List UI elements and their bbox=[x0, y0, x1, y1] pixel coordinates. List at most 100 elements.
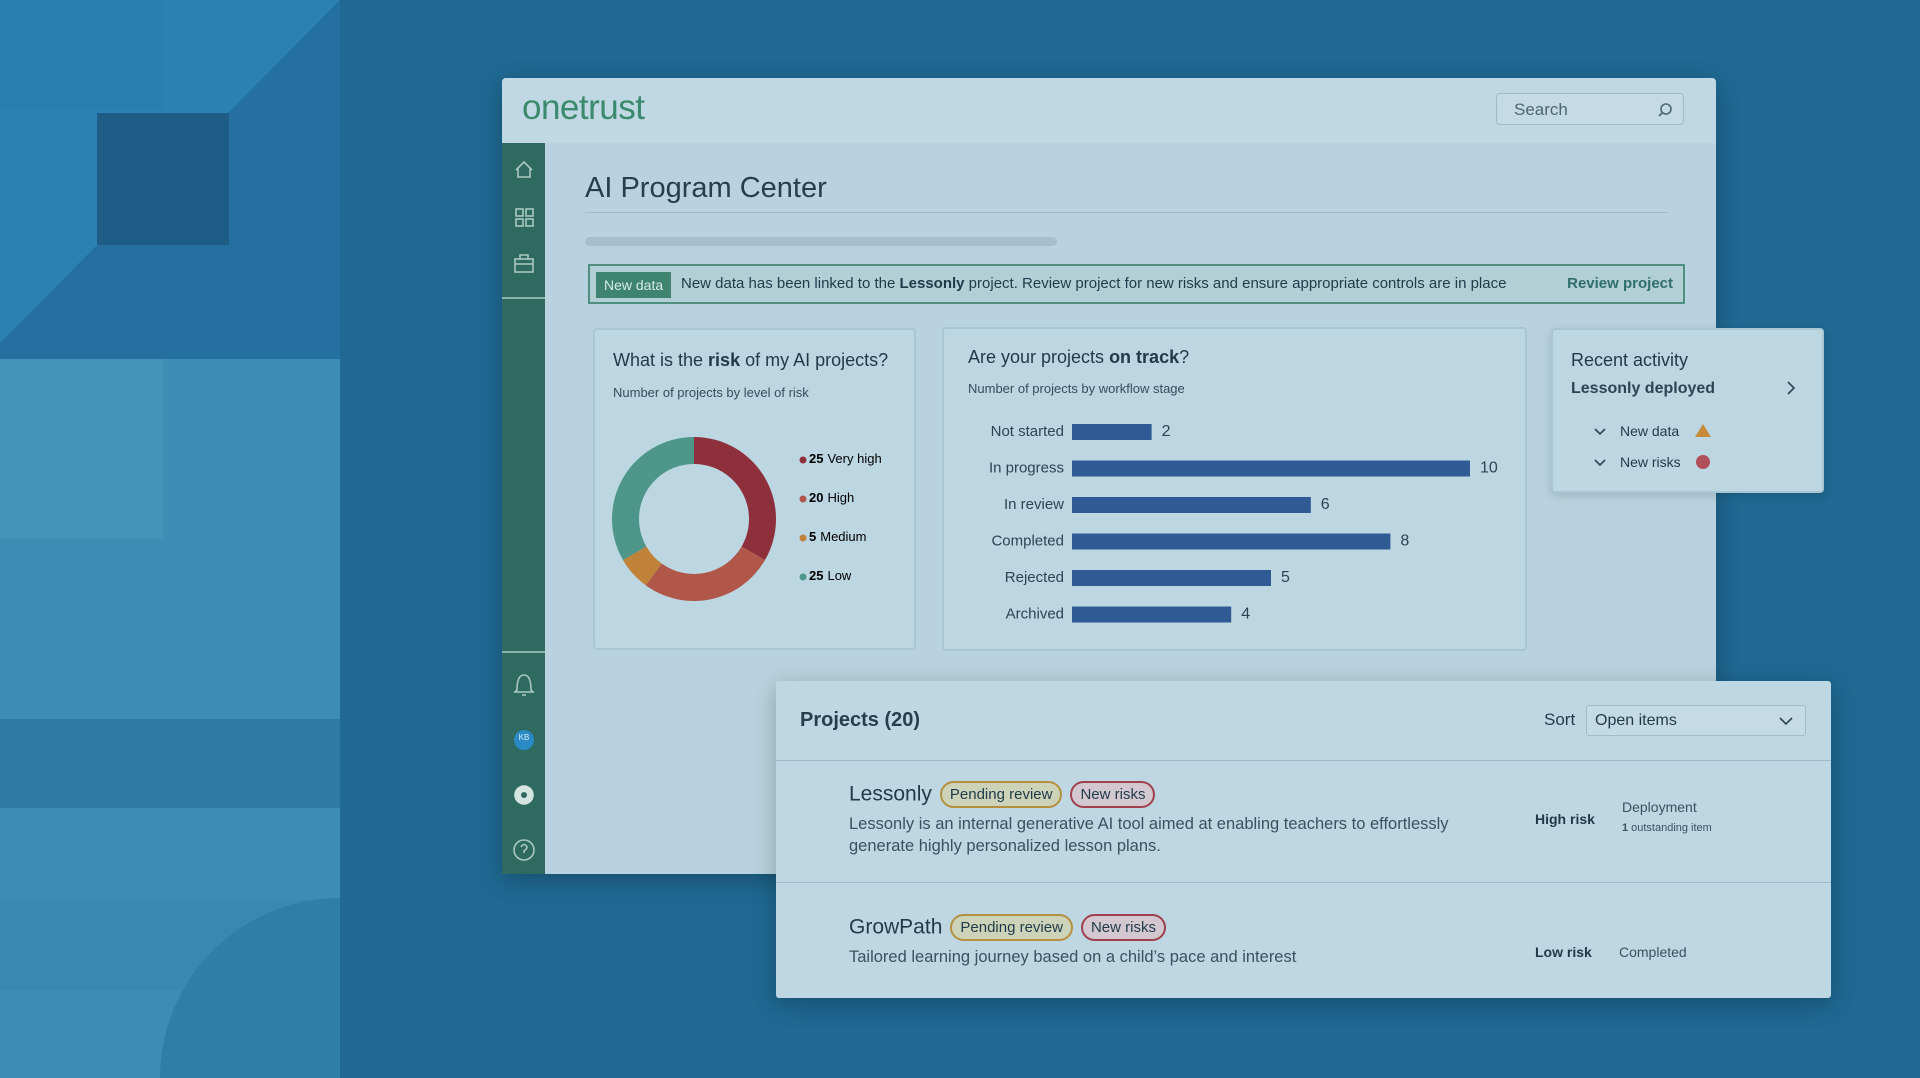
title-divider bbox=[585, 212, 1668, 213]
project-description: Tailored learning journey based on a chi… bbox=[849, 948, 1297, 966]
logo: onetrust bbox=[522, 88, 645, 127]
legend-name: Very high bbox=[827, 451, 881, 466]
card-title: Are your projects on track? bbox=[968, 347, 1189, 368]
background-art bbox=[0, 0, 340, 1078]
banner-tag: New data bbox=[596, 272, 672, 298]
status-tag: Pending review bbox=[950, 914, 1073, 941]
sidebar bbox=[502, 143, 545, 874]
title-text: ? bbox=[1179, 347, 1190, 367]
donut-slice bbox=[645, 546, 766, 601]
legend-dot bbox=[799, 534, 807, 542]
bar bbox=[1072, 533, 1391, 550]
recent-activity-card: Recent activity Lessonly deployed New da… bbox=[1551, 328, 1824, 493]
title-text: Are your projects bbox=[968, 347, 1110, 367]
risk-label: Low risk bbox=[1535, 944, 1592, 960]
alert-icon bbox=[1696, 455, 1710, 469]
bar-value: 6 bbox=[1321, 496, 1330, 513]
risk-card: What is the risk of my AI projects? Numb… bbox=[593, 328, 916, 650]
legend-value: 20 bbox=[809, 490, 823, 505]
bar-label: Completed bbox=[991, 532, 1064, 549]
dropdown-arrow bbox=[1779, 717, 1793, 726]
status-tag: New risks bbox=[1080, 914, 1166, 941]
title-text: of my AI projects? bbox=[740, 350, 889, 370]
banner-text: New data has been linked to the bbox=[681, 275, 900, 292]
search-icon bbox=[1658, 103, 1672, 117]
banner-project: Lessonly bbox=[899, 275, 965, 292]
project-name[interactable]: GrowPath bbox=[849, 915, 943, 939]
status-tag: Pending review bbox=[939, 781, 1063, 808]
bar bbox=[1072, 606, 1232, 623]
title-emphasis: on track bbox=[1109, 347, 1180, 367]
legend-dot bbox=[799, 456, 807, 464]
bar-label: Archived bbox=[1006, 605, 1064, 622]
legend-name: Medium bbox=[820, 529, 866, 544]
projects-title: Projects (20) bbox=[800, 709, 921, 731]
card-subtitle: Number of projects by level of risk bbox=[613, 385, 809, 400]
entry-chevron[interactable] bbox=[1594, 428, 1606, 436]
search-placeholder: Search bbox=[1514, 100, 1568, 119]
bar-chart: Not started 2 In progress 10 In review 6 Compl… bbox=[989, 423, 1498, 623]
outstanding: 1 outstanding item bbox=[1622, 822, 1712, 834]
bar-value: 4 bbox=[1241, 606, 1250, 623]
activity-entry: New data bbox=[1620, 423, 1680, 439]
workflow-card: Are your projects on track? Number of pr… bbox=[942, 327, 1527, 651]
bar-value: 2 bbox=[1162, 423, 1171, 440]
outstanding-text: outstanding item bbox=[1631, 822, 1712, 834]
bar-value: 10 bbox=[1480, 460, 1498, 477]
briefcase-icon[interactable] bbox=[514, 254, 534, 273]
grid-icon[interactable] bbox=[515, 208, 534, 227]
title-text: What is the bbox=[613, 350, 709, 370]
bar-value: 5 bbox=[1281, 569, 1290, 586]
bell-icon[interactable] bbox=[513, 674, 535, 696]
banner-text: project. Review project for new risks an… bbox=[964, 275, 1507, 292]
project-name[interactable]: Lessonly bbox=[849, 782, 932, 806]
bar bbox=[1072, 460, 1470, 477]
bar-label: Rejected bbox=[1005, 569, 1064, 586]
bar-label: In review bbox=[1004, 496, 1064, 513]
entry-chevron[interactable] bbox=[1594, 459, 1606, 467]
activity-icons bbox=[1594, 381, 1796, 469]
project-row: Lessonly Pending review New risks Lessonly … bbox=[776, 761, 1831, 882]
sort-dropdown[interactable]: Open items bbox=[1586, 705, 1806, 736]
search-box[interactable]: Search bbox=[1496, 93, 1684, 125]
card-subtitle: Number of projects by workflow stage bbox=[968, 381, 1185, 396]
project-row: GrowPath Pending review New risks Tailored … bbox=[776, 883, 1831, 1004]
legend-label: 25 Very high bbox=[809, 451, 882, 466]
project-description: Lessonly is an internal generative AI to… bbox=[849, 815, 1449, 855]
risk-label: High risk bbox=[1535, 811, 1595, 827]
expand-chevron[interactable] bbox=[1787, 381, 1796, 395]
review-project-link[interactable]: Review project bbox=[1567, 275, 1673, 292]
status-tag: New risks bbox=[1070, 781, 1156, 808]
legend-value: 25 bbox=[809, 568, 823, 583]
legend-value: 25 bbox=[809, 451, 823, 466]
home-icon[interactable] bbox=[515, 160, 533, 178]
bar-label: Not started bbox=[991, 423, 1064, 440]
legend-value: 5 bbox=[809, 529, 816, 544]
row-header: Lessonly Pending review New risks bbox=[849, 781, 1156, 808]
projects-panel: Projects (20) Sort Open items Lessonly Pe… bbox=[776, 681, 1831, 998]
legend-dot bbox=[799, 573, 807, 581]
donut-chart: 25 Very high 20 High 5 Medium 25 Low bbox=[612, 437, 882, 601]
title-emphasis: risk bbox=[708, 350, 741, 370]
divider bbox=[776, 882, 1831, 883]
legend-name: High bbox=[827, 490, 854, 505]
bar-label: In progress bbox=[989, 459, 1064, 476]
avatar[interactable] bbox=[514, 730, 534, 750]
stage-label: Deployment bbox=[1622, 799, 1697, 815]
activity-entry: New risks bbox=[1620, 454, 1681, 470]
bar-value: 8 bbox=[1400, 533, 1409, 550]
donut-slice bbox=[622, 546, 662, 586]
legend-label: 20 High bbox=[809, 490, 854, 505]
bar bbox=[1072, 497, 1311, 513]
legend-name: Low bbox=[827, 568, 851, 583]
card-title: What is the risk of my AI projects? bbox=[613, 350, 888, 371]
bar bbox=[1072, 424, 1152, 440]
help-icon[interactable] bbox=[513, 839, 535, 861]
legend-label: 25 Low bbox=[809, 568, 852, 583]
legend-label: 5 Medium bbox=[809, 529, 866, 544]
banner-message: New data has been linked to the Lessonly… bbox=[681, 275, 1506, 292]
bar bbox=[1072, 570, 1271, 586]
page-title: AI Program Center bbox=[585, 172, 827, 204]
settings-icon[interactable] bbox=[514, 785, 534, 805]
